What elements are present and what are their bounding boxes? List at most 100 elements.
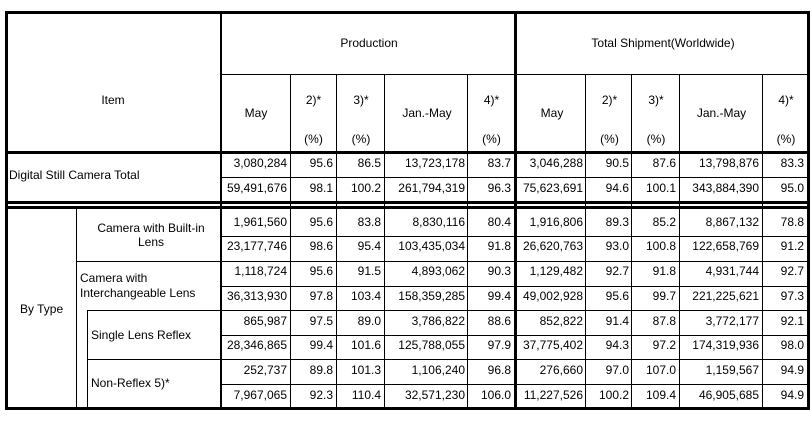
table-cell: 103,435,034 <box>398 239 465 253</box>
table-cell: 46,905,685 <box>698 388 759 402</box>
table-cell: 94.9 <box>780 388 804 402</box>
table-cell: 92.7 <box>780 264 804 278</box>
table-cell: 109.4 <box>645 388 676 402</box>
table-cell: 13,723,178 <box>404 156 465 170</box>
table-cell: 75,623,691 <box>522 181 583 195</box>
row-divider <box>5 151 810 154</box>
column-divider <box>631 74 632 210</box>
table-cell: 8,867,132 <box>705 215 759 229</box>
table-cell: 1,118,724 <box>234 264 288 278</box>
table-cell: 125,788,055 <box>398 338 465 352</box>
table-cell: 100.2 <box>350 181 381 195</box>
row-divider <box>87 310 809 311</box>
table-cell: 83.3 <box>780 156 804 170</box>
table-cell: 221,225,621 <box>692 289 759 303</box>
table-cell: 26,620,763 <box>522 239 583 253</box>
header-ship-4: 4)* <box>778 93 794 107</box>
table-cell: 92.1 <box>780 314 804 328</box>
table-cell: 94.9 <box>780 363 804 377</box>
table-cell: 865,987 <box>243 314 287 328</box>
table-cell: 100.1 <box>645 181 676 195</box>
column-divider <box>762 74 763 210</box>
table-cell: 8,830,116 <box>412 215 466 229</box>
table-cell: 85.2 <box>652 215 676 229</box>
table-cell: 343,884,390 <box>692 181 759 195</box>
table-cell: 100.2 <box>598 388 629 402</box>
table-cell: 91.5 <box>357 264 381 278</box>
table-cell: 1,106,240 <box>411 363 465 377</box>
table-cell: 3,080,284 <box>233 156 287 170</box>
table-cell: 89.3 <box>605 215 629 229</box>
row-divider <box>5 201 810 204</box>
table-cell: 91.8 <box>652 264 676 278</box>
label-total: Digital Still Camera Total <box>9 168 140 182</box>
table-cell: 95.6 <box>309 215 333 229</box>
table-cell: 3,786,822 <box>411 314 465 328</box>
table-cell: 49,002,928 <box>522 289 583 303</box>
table-cell: 87.8 <box>652 314 676 328</box>
column-divider <box>290 206 291 410</box>
column-divider <box>762 206 763 410</box>
column-divider <box>467 206 468 410</box>
header-ship-2: 2)* <box>601 93 618 107</box>
table-cell: 1,129,482 <box>529 264 583 278</box>
table-cell: 97.8 <box>309 289 333 303</box>
table-cell: 4,931,744 <box>705 264 759 278</box>
column-divider <box>336 206 337 410</box>
header-prod-4-pct: (%) <box>482 132 501 146</box>
header-prod-2-pct: (%) <box>304 132 323 146</box>
label-built-in-lens: Camera with Built-in Lens <box>97 221 205 249</box>
table-cell: 91.4 <box>605 314 629 328</box>
table-cell: 95.6 <box>309 264 333 278</box>
header-ship-janmay: Jan.-May <box>696 106 747 120</box>
table-cell: 174,319,936 <box>692 338 759 352</box>
column-divider <box>290 74 291 210</box>
table-cell: 97.5 <box>309 314 333 328</box>
table-cell: 852,822 <box>539 314 583 328</box>
label-interchangeable-2: Interchangeable Lens <box>80 286 196 300</box>
table-cell: 23,177,746 <box>226 239 287 253</box>
label-non-reflex: Non-Reflex 5)* <box>91 376 170 390</box>
column-divider <box>384 74 385 210</box>
table-cell: 98.6 <box>309 239 333 253</box>
table-cell: 91.8 <box>487 239 511 253</box>
row-divider <box>5 11 810 14</box>
header-prod-3-pct: (%) <box>351 132 371 146</box>
table-cell: 103.4 <box>350 289 381 303</box>
table-cell: 261,794,319 <box>398 181 465 195</box>
table-cell: 36,313,930 <box>226 289 287 303</box>
table-cell: 99.7 <box>652 289 676 303</box>
table-cell: 95.6 <box>605 289 629 303</box>
label-interchangeable-1: Camera with <box>80 271 148 285</box>
table-cell: 98.0 <box>780 338 804 352</box>
table-cell: 252,737 <box>243 363 287 377</box>
table-cell: 97.3 <box>780 289 804 303</box>
column-divider <box>807 206 810 410</box>
table-cell: 99.4 <box>309 338 333 352</box>
table-cell: 276,660 <box>539 363 583 377</box>
table-cell: 91.2 <box>780 239 804 253</box>
table-cell: 37,775,402 <box>522 338 583 352</box>
table-cell: 106.0 <box>480 388 511 402</box>
table-cell: 83.8 <box>357 215 381 229</box>
header-total-shipment: Total Shipment(Worldwide) <box>591 36 735 50</box>
table-cell: 87.6 <box>652 156 676 170</box>
header-ship-may: May <box>540 106 564 120</box>
header-ship-3: 3)* <box>648 93 664 107</box>
column-divider <box>514 11 517 410</box>
label-slr: Single Lens Reflex <box>91 328 192 342</box>
table-cell: 88.6 <box>487 314 511 328</box>
table-cell: 1,916,806 <box>529 215 583 229</box>
column-divider <box>5 206 8 410</box>
table-cell: 99.4 <box>487 289 511 303</box>
table-cell: 90.5 <box>605 156 629 170</box>
table-cell: 95.0 <box>780 181 804 195</box>
table-cell: 100.8 <box>645 239 676 253</box>
table-cell: 3,772,177 <box>705 314 759 328</box>
header-prod-4: 4)* <box>483 93 500 107</box>
column-divider <box>220 11 222 410</box>
column-divider <box>384 206 385 410</box>
table-cell: 94.6 <box>605 181 629 195</box>
table-cell: 95.4 <box>357 239 381 253</box>
